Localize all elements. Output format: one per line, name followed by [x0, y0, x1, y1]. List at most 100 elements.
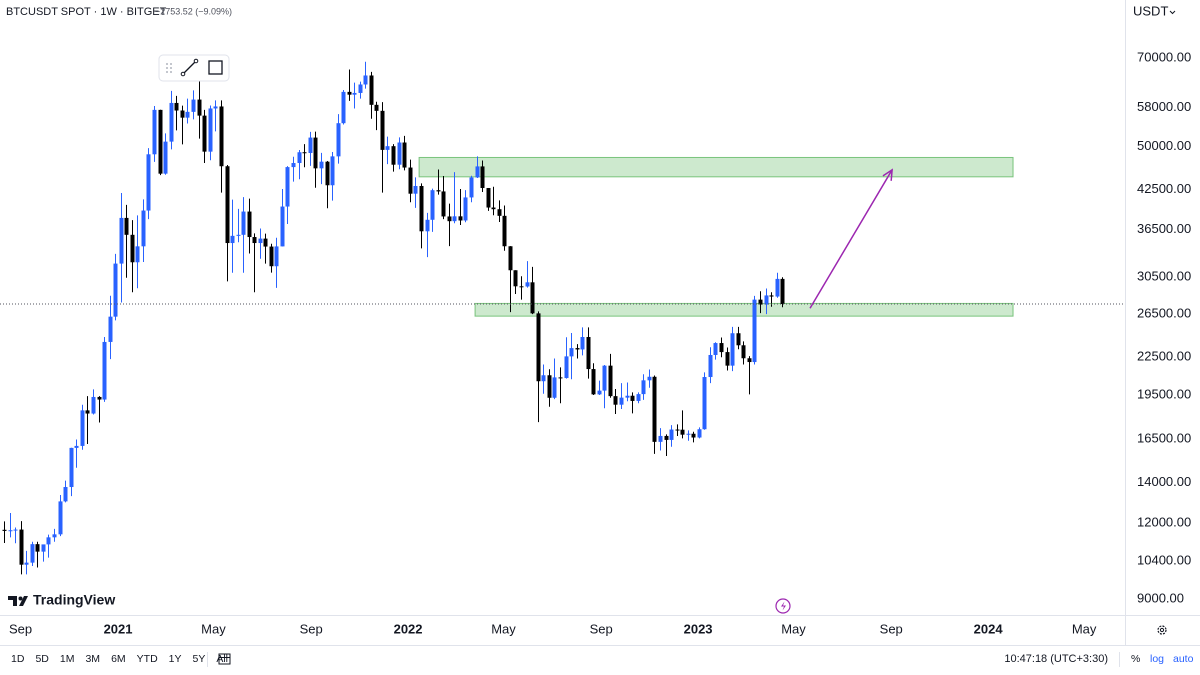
- brand-name: TradingView: [33, 592, 115, 608]
- candle-body: [519, 286, 524, 288]
- candle-body: [602, 365, 607, 391]
- candle-body: [302, 152, 307, 154]
- range-button[interactable]: 5Y: [193, 653, 206, 665]
- candle-body: [380, 110, 385, 150]
- candle-body: [613, 396, 618, 405]
- candle-body: [664, 435, 669, 440]
- support-resistance-zone: [474, 302, 1014, 317]
- candle-body: [385, 146, 390, 150]
- candle-body: [285, 167, 290, 207]
- candle-body: [74, 445, 79, 448]
- candle-body: [780, 278, 785, 304]
- x-tick-label: Sep: [300, 621, 323, 636]
- candle-body: [241, 211, 246, 235]
- candle-body: [369, 75, 374, 105]
- range-button[interactable]: 1D: [11, 653, 25, 665]
- candle-body: [475, 166, 480, 178]
- candle-body: [725, 352, 730, 366]
- candle-body: [402, 142, 407, 168]
- arrow-head: [882, 168, 893, 181]
- candle-body: [230, 235, 235, 244]
- candle-body: [775, 278, 780, 297]
- range-button[interactable]: 6M: [111, 653, 126, 665]
- trend-line-tool[interactable]: [182, 60, 197, 75]
- gear-inner: [1159, 627, 1165, 633]
- candle-body: [558, 377, 563, 379]
- candle-body: [158, 109, 163, 174]
- calendar-icon[interactable]: [218, 653, 231, 665]
- candle-body: [58, 501, 63, 535]
- range-button[interactable]: 3M: [85, 653, 100, 665]
- candle-body: [225, 166, 230, 244]
- candle-body: [269, 246, 274, 267]
- candle-body: [363, 75, 368, 85]
- events-icon[interactable]: [775, 598, 791, 614]
- candle-body: [675, 429, 680, 431]
- range-button[interactable]: All: [216, 653, 228, 665]
- candle-body: [719, 343, 724, 353]
- price-change: −2753.52 (−9.09%): [155, 6, 232, 16]
- brand-mark: [8, 596, 28, 606]
- candle-body: [525, 282, 530, 287]
- candle-body: [769, 295, 774, 297]
- range-button[interactable]: YTD: [137, 653, 158, 665]
- candle-body: [80, 410, 85, 446]
- currency-label[interactable]: USDT: [1133, 3, 1168, 18]
- candle-body: [91, 396, 96, 414]
- range-button[interactable]: 5D: [35, 653, 49, 665]
- projection-arrow: [809, 169, 893, 309]
- candle-body: [330, 156, 335, 186]
- candle-body: [146, 154, 151, 211]
- scale-option[interactable]: auto: [1173, 653, 1194, 665]
- candle-body: [591, 369, 596, 395]
- candle-body: [636, 394, 641, 401]
- candle-body: [297, 152, 302, 164]
- y-tick-label: 70000.00: [1137, 49, 1191, 64]
- range-button[interactable]: 1Y: [169, 653, 182, 665]
- x-tick-label: May: [1072, 621, 1097, 636]
- brand-logo: TradingView: [8, 592, 115, 608]
- candle-body: [152, 109, 157, 155]
- trend-line-tool-end: [180, 71, 186, 77]
- currency-caret: [1169, 10, 1176, 15]
- x-tick-label: 2021: [104, 621, 133, 636]
- candle-body: [13, 529, 18, 531]
- candle-body: [702, 377, 707, 430]
- candle-body: [452, 216, 457, 222]
- drag-handle[interactable]: [166, 63, 172, 73]
- candle-body: [63, 487, 68, 502]
- candle-body: [736, 333, 741, 346]
- y-tick-label: 30500.00: [1137, 269, 1191, 284]
- date-range-icon[interactable]: [218, 653, 231, 665]
- gear-outer[interactable]: [1157, 625, 1167, 635]
- candle-body: [213, 106, 218, 109]
- range-button[interactable]: 1M: [60, 653, 75, 665]
- candle-body: [425, 219, 430, 232]
- rectangle-tool[interactable]: [208, 60, 223, 75]
- y-tick-label: 9000.00: [1137, 590, 1184, 605]
- settings-gear[interactable]: [1157, 625, 1167, 635]
- candle-body: [586, 337, 591, 370]
- y-tick-label: 26500.00: [1137, 306, 1191, 321]
- x-tick-label: Sep: [880, 621, 903, 636]
- candle-body: [24, 562, 29, 565]
- y-tick-label: 19500.00: [1137, 386, 1191, 401]
- candle-body: [252, 237, 257, 244]
- candle-body: [263, 238, 268, 247]
- scale-option[interactable]: %: [1131, 653, 1140, 665]
- candle-body: [236, 234, 241, 236]
- candle-body: [741, 345, 746, 359]
- y-tick-label: 14000.00: [1137, 474, 1191, 489]
- x-tick-label: 2023: [684, 621, 713, 636]
- candle-body: [113, 263, 118, 317]
- candle-body: [208, 108, 213, 152]
- candle-body: [608, 365, 613, 397]
- candle-body: [46, 537, 51, 545]
- y-tick-label: 10400.00: [1137, 552, 1191, 567]
- candle-body: [141, 210, 146, 247]
- candle-body: [202, 115, 207, 152]
- scale-option[interactable]: log: [1150, 653, 1164, 665]
